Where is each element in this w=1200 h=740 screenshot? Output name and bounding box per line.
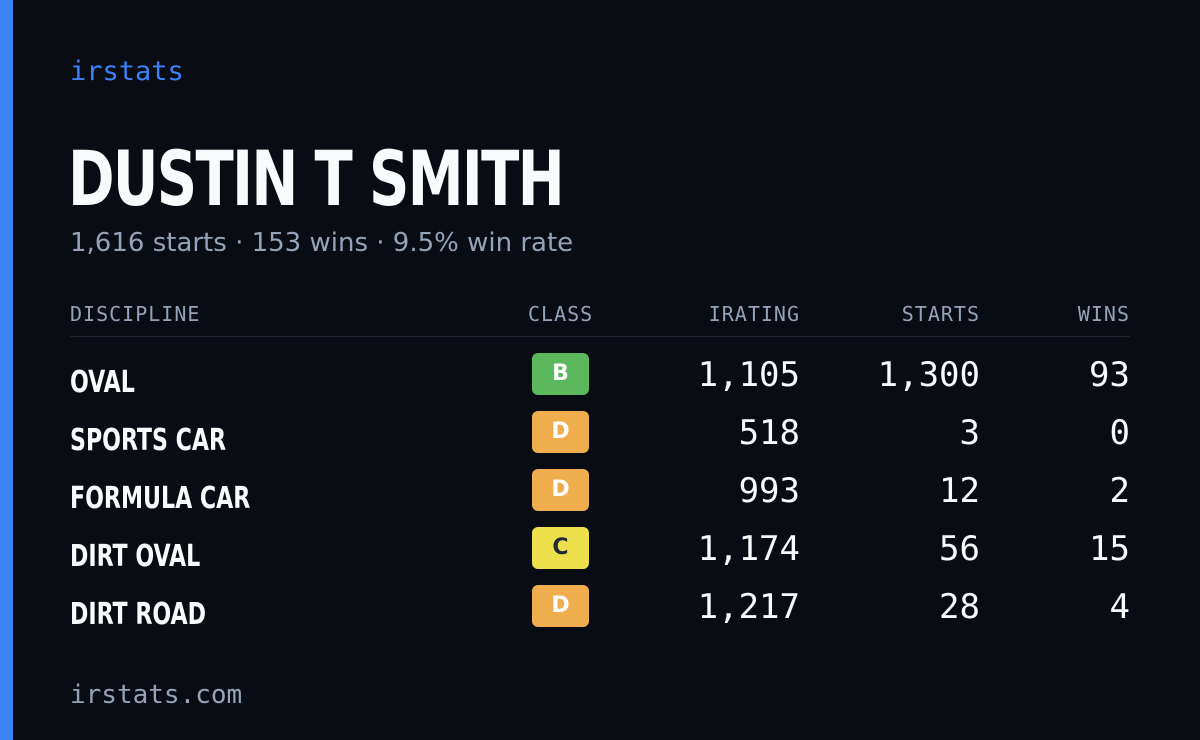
- irating-value: 518: [738, 413, 800, 453]
- irating-value: 1,105: [697, 355, 800, 395]
- header-irating: IRATING: [708, 302, 800, 326]
- starts-value: 1,300: [877, 355, 980, 395]
- table-body: OVAL B 1,105 1,300 93 SPORTS CAR D 518 3…: [70, 337, 1130, 639]
- footer-url: irstats.com: [70, 680, 243, 710]
- accent-bar: [0, 0, 13, 740]
- class-badge: D: [532, 469, 589, 511]
- discipline-name: OVAL: [70, 365, 135, 400]
- table-row: OVAL B 1,105 1,300 93: [70, 349, 1130, 407]
- table-row: DIRT OVAL C 1,174 56 15: [70, 523, 1130, 581]
- table-header: DISCIPLINE CLASS IRATING STARTS WINS: [70, 298, 1130, 337]
- discipline-name: FORMULA CAR: [70, 481, 251, 516]
- irating-value: 1,174: [697, 529, 800, 569]
- class-badge: D: [532, 585, 589, 627]
- stats-table: DISCIPLINE CLASS IRATING STARTS WINS OVA…: [70, 298, 1130, 639]
- irating-value: 1,217: [697, 587, 800, 627]
- header-wins: WINS: [1077, 302, 1130, 326]
- header-discipline: DISCIPLINE: [70, 302, 201, 326]
- class-badge: D: [532, 411, 589, 453]
- wins-value: 15: [1089, 529, 1130, 569]
- header-starts: STARTS: [901, 302, 980, 326]
- discipline-name: SPORTS CAR: [70, 423, 227, 458]
- table-row: FORMULA CAR D 993 12 2: [70, 465, 1130, 523]
- brand-logo-text: irstats: [70, 56, 184, 87]
- driver-name: DUSTIN T SMITH: [68, 134, 565, 223]
- starts-value: 56: [939, 529, 980, 569]
- table-row: DIRT ROAD D 1,217 28 4: [70, 581, 1130, 639]
- discipline-name: DIRT ROAD: [70, 597, 207, 632]
- starts-value: 12: [939, 471, 980, 511]
- class-badge: C: [532, 527, 589, 569]
- class-badge: B: [532, 353, 589, 395]
- driver-summary: 1,616 starts · 153 wins · 9.5% win rate: [70, 228, 574, 258]
- discipline-name: DIRT OVAL: [70, 539, 201, 574]
- irating-value: 993: [738, 471, 800, 511]
- wins-value: 93: [1089, 355, 1130, 395]
- wins-value: 2: [1109, 471, 1130, 511]
- wins-value: 0: [1109, 413, 1130, 453]
- header-class: CLASS: [528, 302, 594, 326]
- starts-value: 3: [959, 413, 980, 453]
- wins-value: 4: [1109, 587, 1130, 627]
- table-row: SPORTS CAR D 518 3 0: [70, 407, 1130, 465]
- starts-value: 28: [939, 587, 980, 627]
